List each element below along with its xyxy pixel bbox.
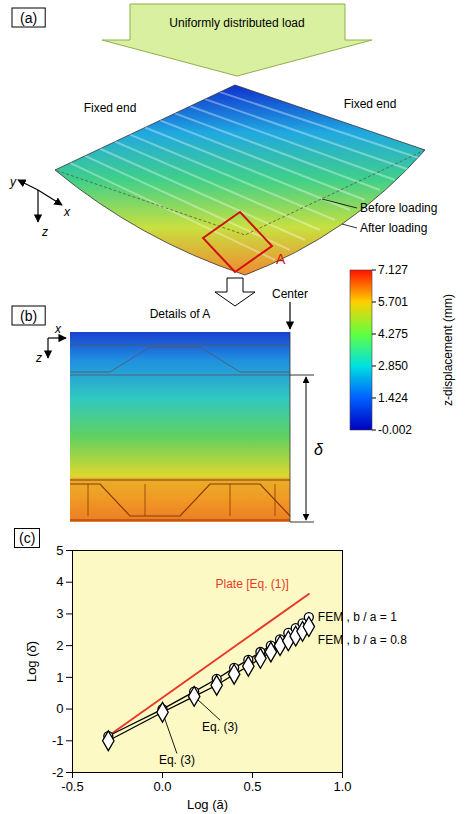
svg-text:1.0: 1.0 <box>333 779 351 794</box>
svg-text:After loading: After loading <box>360 221 427 235</box>
svg-text:Before loading: Before loading <box>360 201 437 215</box>
svg-text:δ: δ <box>314 441 324 458</box>
svg-text:1.424: 1.424 <box>378 391 408 405</box>
svg-text:4.275: 4.275 <box>378 327 408 341</box>
svg-text:Plate [Eq. (1)]: Plate [Eq. (1)] <box>215 577 288 591</box>
svg-text:y: y <box>9 175 17 189</box>
svg-text:Center: Center <box>272 287 308 301</box>
svg-text:Uniformly distributed load: Uniformly distributed load <box>169 16 304 30</box>
svg-text:x: x <box>63 205 71 219</box>
svg-text:FEM , b / a = 0.8: FEM , b / a = 0.8 <box>318 633 407 647</box>
svg-text:z-displacement (mm): z-displacement (mm) <box>441 294 455 406</box>
svg-text:-0.5: -0.5 <box>61 779 83 794</box>
svg-text:-2: -2 <box>52 765 64 780</box>
svg-text:-1: -1 <box>52 733 64 748</box>
svg-text:1: 1 <box>56 670 63 685</box>
svg-text:(b): (b) <box>20 308 37 324</box>
svg-text:Eq. (3): Eq. (3) <box>202 720 238 734</box>
svg-text:0: 0 <box>56 701 63 716</box>
svg-text:7.127: 7.127 <box>378 263 408 277</box>
svg-text:3: 3 <box>56 606 63 621</box>
svg-text:2.850: 2.850 <box>378 359 408 373</box>
svg-text:5: 5 <box>56 543 63 558</box>
svg-text:5.701: 5.701 <box>378 295 408 309</box>
svg-text:x: x <box>54 322 62 336</box>
svg-text:Fixed end: Fixed end <box>84 101 137 115</box>
svg-text:Log (δ̄): Log (δ̄) <box>24 641 39 682</box>
svg-text:2: 2 <box>56 638 63 653</box>
svg-text:z: z <box>35 351 42 365</box>
svg-text:Fixed end: Fixed end <box>344 97 397 111</box>
svg-text:4: 4 <box>56 574 63 589</box>
svg-text:Details of A: Details of A <box>150 307 211 321</box>
svg-text:FEM , b / a = 1: FEM , b / a = 1 <box>318 610 397 624</box>
svg-text:Log (ā): Log (ā) <box>187 797 228 812</box>
svg-text:z: z <box>41 225 48 239</box>
svg-text:Eq. (3): Eq. (3) <box>159 753 195 767</box>
svg-text:(a): (a) <box>20 10 37 26</box>
svg-text:0.5: 0.5 <box>243 779 261 794</box>
svg-text:-0.002: -0.002 <box>378 423 412 437</box>
html-text:(c): (c) <box>19 530 36 546</box>
svg-text:0.0: 0.0 <box>153 779 171 794</box>
svg-text:A: A <box>276 251 286 267</box>
